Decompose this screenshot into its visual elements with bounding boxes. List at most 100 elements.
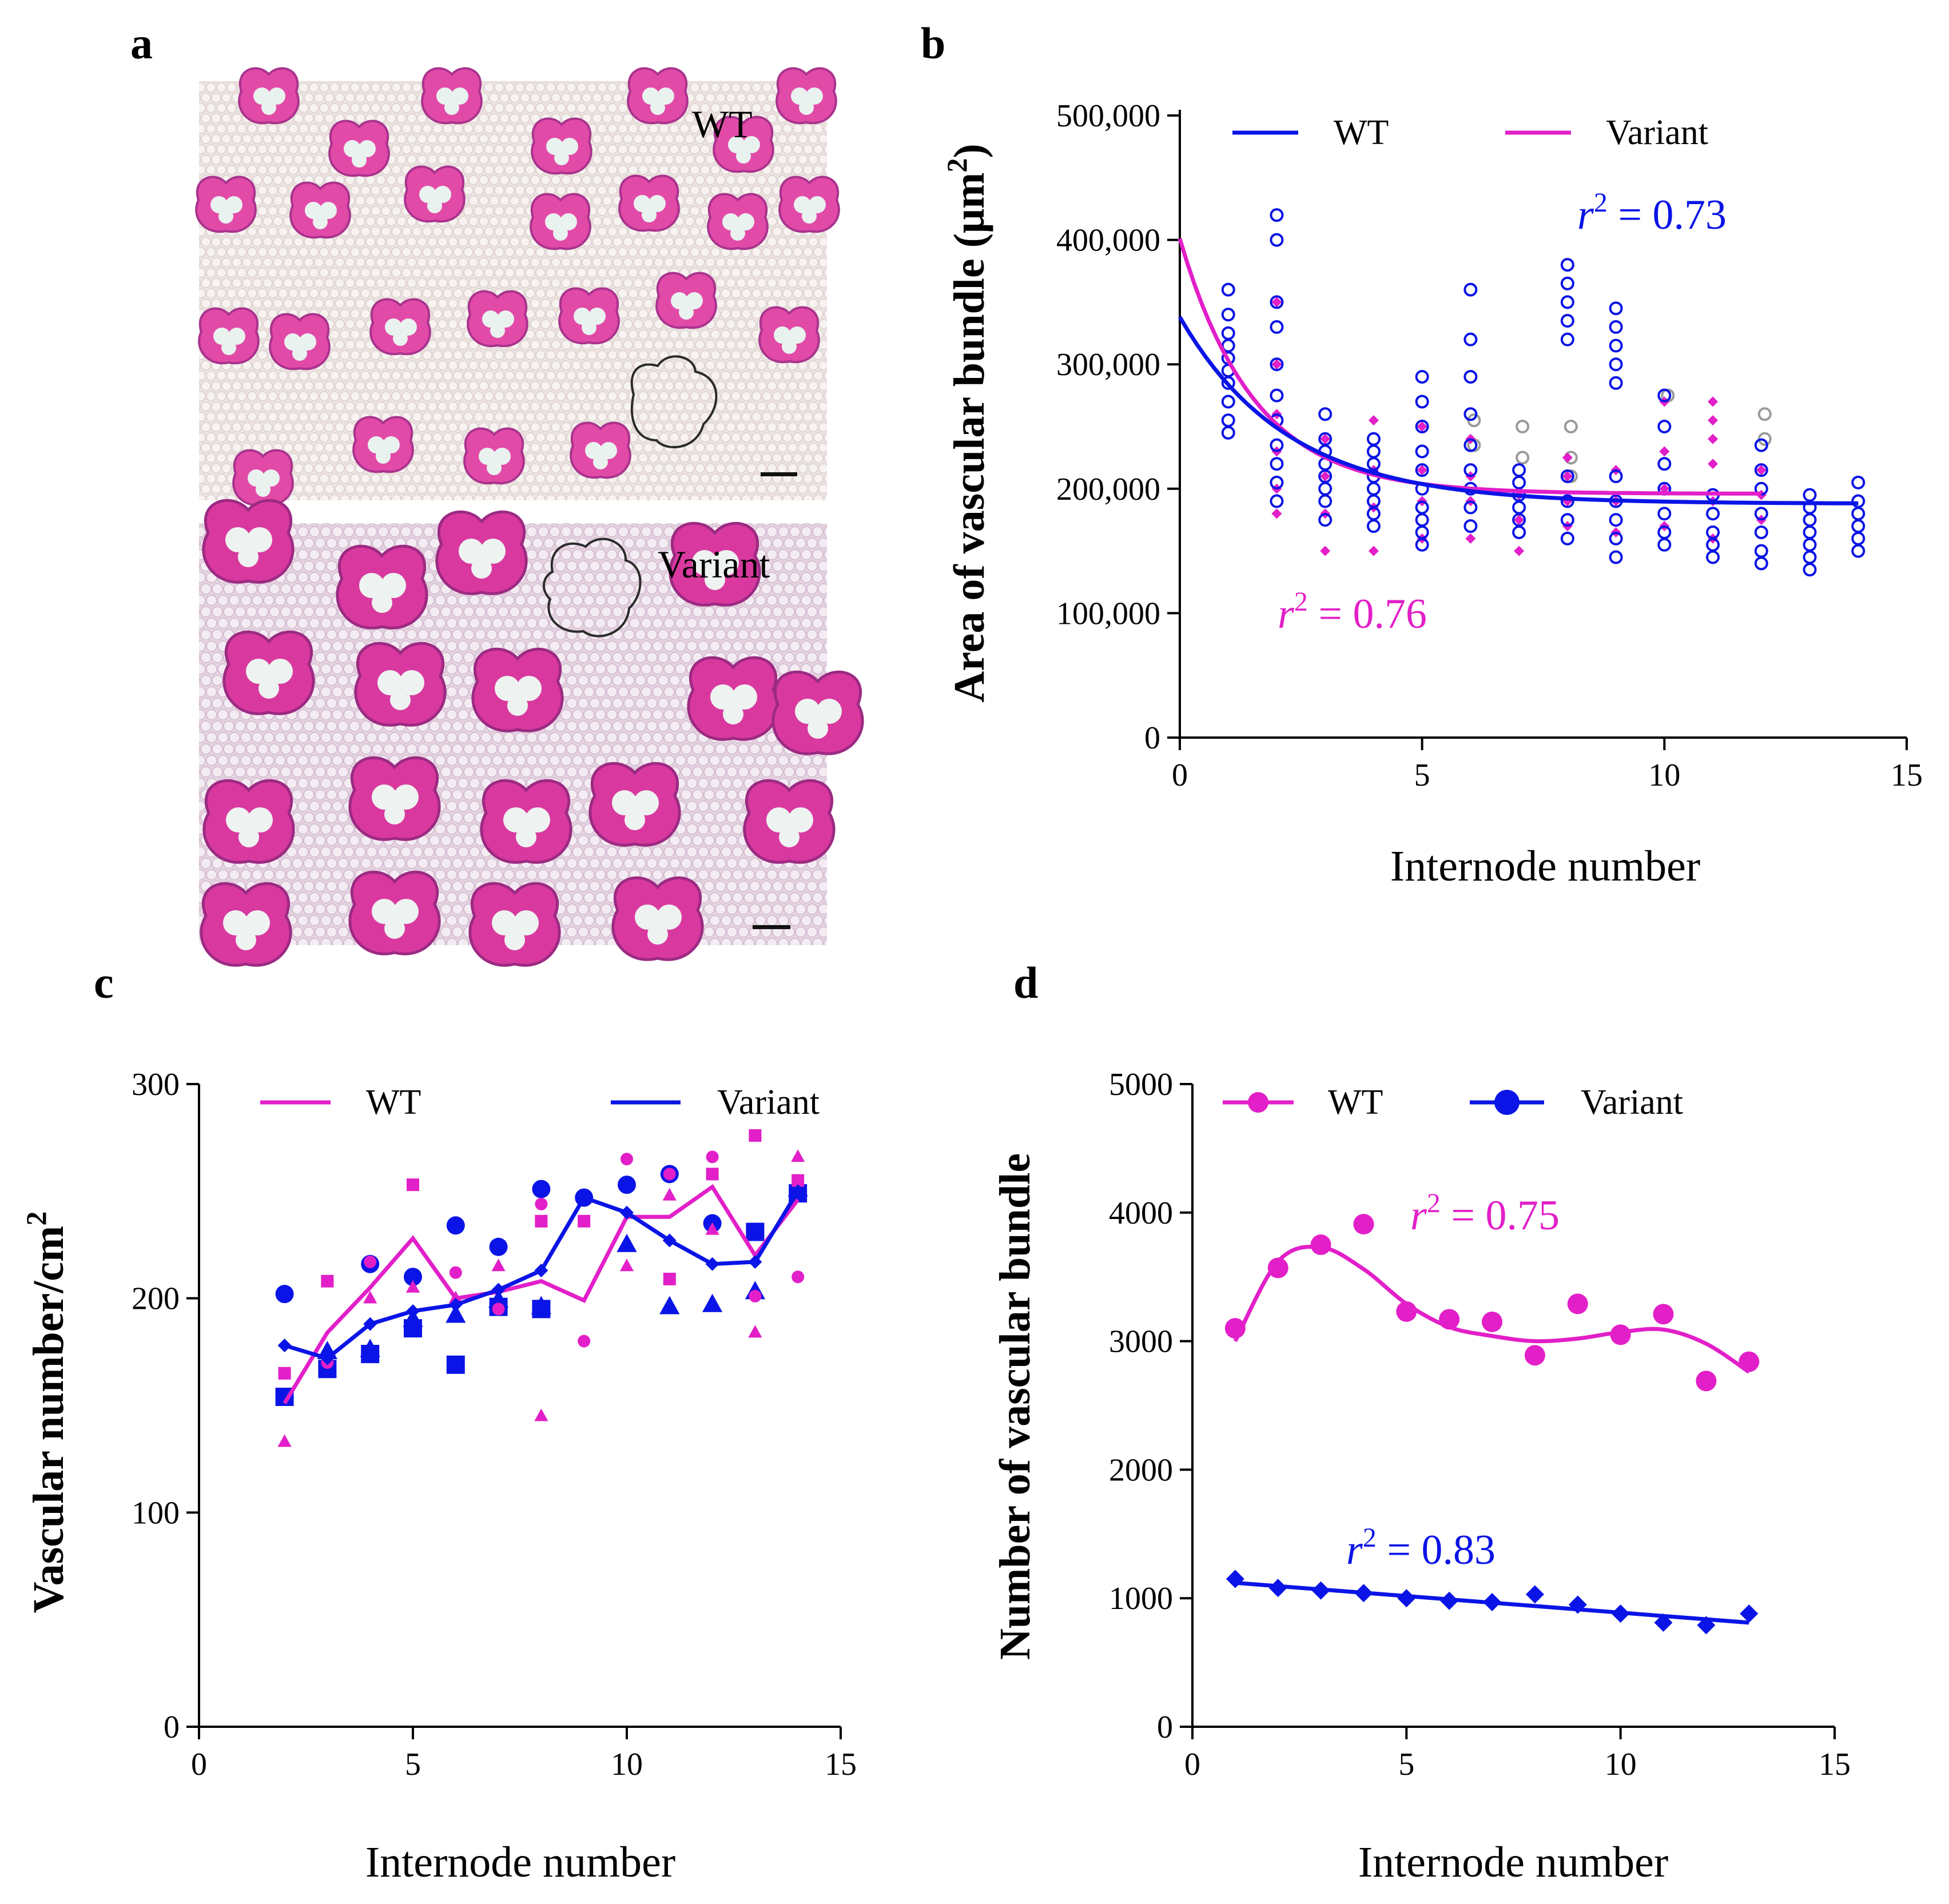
b-point-wt	[1463, 463, 1478, 477]
vascular-bundle-icon	[775, 67, 837, 125]
b-point-wt	[1415, 513, 1429, 527]
b-point-wt	[1706, 550, 1720, 564]
c-wt-markers	[277, 1129, 805, 1447]
vascular-bundle-icon	[204, 500, 293, 582]
c-mean-variant	[320, 1351, 335, 1365]
c-marker-wt	[405, 1280, 420, 1293]
b-point-wt	[1463, 438, 1478, 452]
b-point-gray	[1564, 420, 1578, 433]
vascular-bundle-icon	[707, 193, 769, 250]
b-point-wt	[1318, 494, 1333, 508]
vascular-bundle-icon	[613, 878, 702, 959]
vascular-bundle-icon	[350, 758, 439, 839]
c-marker-variant	[702, 1293, 723, 1312]
b-point-variant	[1417, 465, 1427, 476]
c-marker-variant	[404, 1268, 422, 1286]
chart-d: d 0 1000 2000 3000 4000 5000 0 5 10 15 WT Varian…	[991, 958, 1851, 1886]
b-point-wt	[1560, 531, 1574, 545]
c-wt-line	[283, 1184, 800, 1405]
scale-bar-wt	[761, 472, 797, 476]
vascular-bundle-icon	[195, 176, 257, 233]
b-point-variant	[1659, 483, 1670, 494]
d-point-wt	[1524, 1345, 1545, 1366]
b-point-wt	[1512, 475, 1526, 489]
b-point-wt	[1803, 550, 1817, 564]
b-point-variant	[1320, 433, 1331, 444]
vascular-bundle-icon	[689, 658, 778, 739]
b-point-wt	[1221, 413, 1235, 428]
vascular-bundle-icon	[467, 290, 528, 348]
x-tick-label: 10	[1648, 758, 1680, 793]
panel-a-letter: a	[130, 18, 153, 68]
micrograph-wt: WT	[195, 67, 840, 507]
vascular-bundle-icon	[558, 287, 620, 345]
y-tick-label: 200,000	[1056, 472, 1160, 507]
b-point-wt	[1609, 376, 1623, 390]
c-marker-variant	[360, 1339, 380, 1357]
d-point-wt	[1310, 1234, 1331, 1255]
b-point-variant	[1514, 515, 1525, 525]
x-tick-label: 0	[1184, 1747, 1200, 1782]
b-legend: WT Variant	[1232, 113, 1708, 152]
b-point-wt	[1512, 500, 1526, 515]
vascular-bundle-icon	[201, 883, 291, 965]
c-marker-variant	[446, 1216, 465, 1235]
b-point-wt	[1270, 475, 1284, 489]
y-tick-label: 300,000	[1056, 347, 1160, 383]
y-tick-label: 0	[1144, 720, 1160, 756]
b-point-wt	[1366, 519, 1381, 533]
vascular-bundle-icon	[470, 883, 559, 965]
c-mean-variant	[577, 1190, 591, 1205]
b-variant-points	[1271, 297, 1767, 556]
label-wt: WT	[692, 102, 753, 146]
y-tick-label: 500,000	[1056, 98, 1160, 134]
y-tick-label: 3000	[1109, 1324, 1173, 1360]
b-point-wt	[1609, 357, 1623, 372]
b-point-wt	[1512, 525, 1526, 539]
chart-b: b 0 100,000 200,000 300,000 400,000 500,000 0…	[921, 18, 1923, 890]
c-legend-wt: WT	[366, 1083, 421, 1122]
b-point-wt	[1851, 544, 1866, 558]
c-x-axis-title: Internode number	[365, 1838, 675, 1886]
c-marker-variant	[446, 1304, 466, 1323]
b-point-wt	[1609, 550, 1623, 564]
c-marker-wt	[706, 1168, 719, 1181]
b-point-wt	[1754, 463, 1768, 477]
d-wt-fit-line	[1233, 1245, 1751, 1374]
vascular-bundle-icon	[570, 421, 631, 479]
b-point-wt	[1851, 531, 1866, 545]
d-point-variant	[1525, 1585, 1544, 1604]
b-point-variant	[1708, 433, 1719, 444]
d-legend-variant-marker	[1494, 1090, 1520, 1115]
c-mean-variant	[534, 1263, 548, 1277]
c-marker-variant	[275, 1285, 294, 1304]
vascular-bundle-icon	[437, 512, 526, 593]
b-point-variant	[1320, 545, 1331, 556]
vascular-bundle-icon	[421, 67, 483, 125]
c-x-axis-ticks: 0 5 10 15	[191, 1727, 857, 1782]
c-marker-wt	[791, 1174, 805, 1187]
vascular-bundle-icon	[618, 174, 680, 232]
b-point-wt	[1560, 469, 1574, 484]
b-point-wt	[1270, 388, 1284, 403]
vascular-bundle-icon	[745, 780, 834, 862]
y-tick-label: 2000	[1109, 1452, 1173, 1488]
c-marker-wt	[492, 1302, 505, 1316]
b-point-wt	[1851, 475, 1866, 489]
c-marker-wt	[619, 1258, 634, 1272]
panel-c-letter: c	[94, 958, 114, 1007]
c-marker-variant	[488, 1289, 509, 1308]
b-point-wt	[1221, 326, 1235, 340]
vascular-bundle-icon	[590, 763, 679, 845]
d-point-wt	[1482, 1311, 1503, 1332]
b-point-wt	[1560, 258, 1574, 272]
d-point-wt	[1267, 1257, 1288, 1278]
c-marker-wt	[663, 1168, 676, 1181]
x-tick-label: 10	[611, 1747, 643, 1782]
d-point-variant	[1697, 1616, 1716, 1635]
b-point-wt	[1463, 332, 1478, 346]
vascular-bundle-icon	[328, 120, 390, 177]
b-point-wt	[1851, 519, 1866, 533]
b-point-wt	[1463, 282, 1478, 297]
b-point-wt	[1221, 395, 1235, 409]
